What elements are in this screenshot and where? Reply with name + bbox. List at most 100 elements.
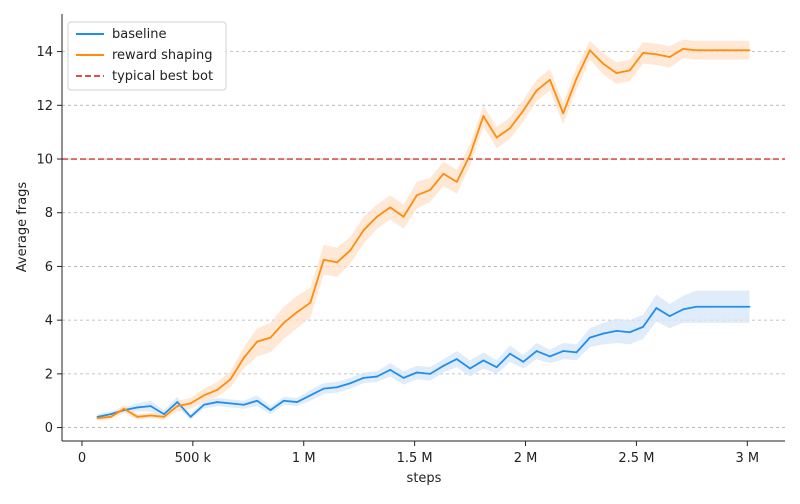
point-baseline <box>176 401 179 403</box>
point-reward-shaping <box>203 394 205 397</box>
line-baseline <box>97 305 750 418</box>
point-reward-shaping <box>602 62 605 65</box>
point-reward-shaping <box>309 301 312 304</box>
point-baseline <box>682 308 684 311</box>
point-baseline <box>549 355 551 358</box>
x-tick-label: 500 k <box>175 451 212 466</box>
point-reward-shaping <box>322 258 325 261</box>
x-tick-label: 3 M <box>735 451 759 466</box>
point-reward-shaping <box>415 194 418 197</box>
point-baseline <box>695 305 698 308</box>
x-tick-label: 1 M <box>292 451 316 466</box>
point-reward-shaping <box>282 321 285 324</box>
point-reward-shaping <box>522 109 525 112</box>
point-baseline <box>602 332 605 335</box>
y-tick-label: 0 <box>45 421 53 436</box>
point-baseline <box>535 350 538 352</box>
point-baseline <box>442 364 445 367</box>
point-reward-shaping <box>575 77 578 80</box>
x-tick-label: 2 M <box>514 451 538 466</box>
point-reward-shaping <box>216 389 219 391</box>
point-reward-shaping <box>482 115 485 117</box>
legend-box <box>67 21 227 91</box>
point-reward-shaping <box>256 340 259 343</box>
point-reward-shaping <box>376 215 378 218</box>
y-tick-label: 6 <box>45 260 53 275</box>
point-reward-shaping <box>242 356 245 359</box>
band-baseline <box>97 290 750 420</box>
point-baseline <box>149 405 152 407</box>
point-baseline <box>642 325 644 328</box>
point-baseline <box>628 331 631 334</box>
point-baseline <box>349 382 352 385</box>
point-reward-shaping <box>229 378 232 381</box>
legend-label-baseline: baseline <box>112 27 166 42</box>
y-tick-label: 4 <box>45 314 53 329</box>
axes <box>61 14 785 442</box>
point-reward-shaping <box>708 49 711 52</box>
point-baseline <box>482 359 485 362</box>
point-reward-shaping <box>642 52 644 54</box>
point-baseline <box>376 375 378 378</box>
point-reward-shaping <box>269 336 272 339</box>
point-reward-shaping <box>189 402 192 405</box>
point-baseline <box>136 406 139 409</box>
point-reward-shaping <box>655 53 658 56</box>
point-reward-shaping <box>149 414 152 417</box>
point-baseline <box>722 305 724 308</box>
point-baseline <box>588 336 591 339</box>
point-baseline <box>362 376 365 379</box>
point-baseline <box>415 371 418 374</box>
point-reward-shaping <box>402 215 405 218</box>
point-reward-shaping <box>455 180 458 183</box>
point-baseline <box>615 329 618 332</box>
point-reward-shaping <box>96 417 99 420</box>
x-tick-label: 2.5 M <box>618 451 654 466</box>
x-tick-label: 0 <box>78 451 86 466</box>
point-reward-shaping <box>123 407 125 410</box>
point-reward-shaping <box>495 136 498 139</box>
point-baseline <box>575 351 578 354</box>
point-baseline <box>389 368 392 371</box>
point-baseline <box>309 394 312 397</box>
point-baseline <box>748 305 751 308</box>
point-baseline <box>655 307 658 309</box>
point-reward-shaping <box>442 172 445 175</box>
point-baseline <box>203 403 205 406</box>
point-baseline <box>668 315 671 318</box>
point-reward-shaping <box>682 48 684 50</box>
y-tick-label: 10 <box>36 153 53 168</box>
line-reward-shaping <box>97 48 750 420</box>
point-reward-shaping <box>722 49 724 52</box>
point-baseline <box>242 403 245 406</box>
point-reward-shaping <box>336 261 338 264</box>
point-reward-shaping <box>136 415 139 418</box>
point-reward-shaping <box>535 89 538 92</box>
point-baseline <box>256 399 259 402</box>
point-baseline <box>708 305 711 308</box>
band-reward-shaping <box>97 39 750 421</box>
ticks: 0 2 4 6 8 10 12 14 0 500 k 1 M 1.5 M 2 M 2.5 M 3 M <box>36 45 759 466</box>
point-reward-shaping <box>735 49 738 52</box>
point-baseline <box>455 358 458 360</box>
point-baseline <box>282 399 285 402</box>
legend: baseline reward shaping typical best bot <box>67 21 227 91</box>
point-baseline <box>336 386 338 389</box>
point-reward-shaping <box>349 249 352 252</box>
point-reward-shaping <box>615 72 618 74</box>
legend-label-reward-shaping: reward shaping <box>112 48 213 63</box>
point-baseline <box>522 360 525 363</box>
point-baseline <box>229 402 232 405</box>
point-reward-shaping <box>109 415 112 418</box>
x-axis-title: steps <box>407 471 442 486</box>
x-tick-label: 1.5 M <box>397 451 433 466</box>
point-baseline <box>469 367 471 370</box>
point-baseline <box>189 415 192 418</box>
point-baseline <box>109 413 112 416</box>
point-reward-shaping <box>362 229 365 232</box>
point-reward-shaping <box>469 154 471 156</box>
point-baseline <box>495 366 498 369</box>
point-reward-shaping <box>695 49 698 52</box>
